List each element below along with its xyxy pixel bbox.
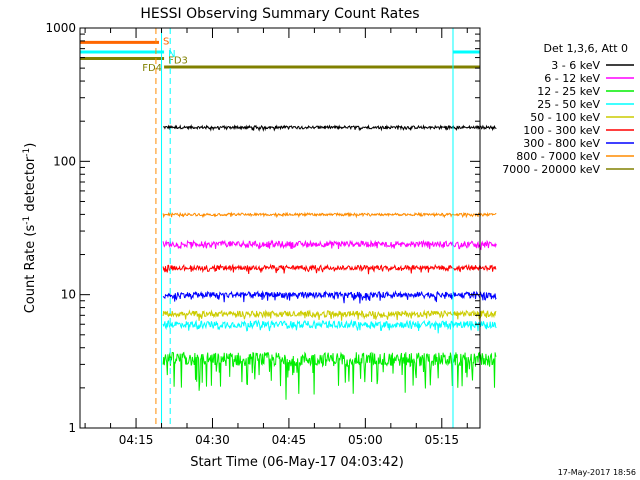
legend-title: Det 1,3,6, Att 0	[544, 42, 628, 55]
legend-entry-25-50-kev: 25 - 50 keV	[537, 98, 634, 111]
footer-timestamp: 17-May-2017 18:56	[558, 468, 636, 477]
y-label-part-2: detector	[23, 156, 38, 216]
legend-entry-50-100-kev: 50 - 100 keV	[530, 111, 634, 124]
legend-label: 50 - 100 keV	[530, 111, 600, 124]
legend-label: 25 - 50 keV	[537, 98, 600, 111]
legend-entry-6-12-kev: 6 - 12 keV	[544, 72, 634, 85]
plot-frame	[79, 27, 481, 429]
legend-entry-300-800-kev: 300 - 800 keV	[523, 137, 634, 150]
marker-layer	[79, 28, 454, 428]
legend-label: 12 - 25 keV	[537, 85, 600, 98]
series-100-300-kev	[162, 263, 497, 275]
legend-label: 300 - 800 keV	[523, 137, 600, 150]
series-12-25-kev	[162, 351, 497, 400]
x-axis-label: Start Time (06-May-17 04:03:42)	[190, 455, 404, 470]
series-3-6-kev	[163, 124, 497, 133]
y-label-sup-2: -1	[22, 148, 32, 157]
y-tick-label: 1000	[45, 21, 76, 35]
x-tick-label: 04:45	[272, 433, 307, 447]
flag-label-n: N	[168, 49, 175, 60]
legend-label: 800 - 7000 keV	[516, 150, 600, 163]
x-tick-label: 05:15	[424, 433, 459, 447]
series-800-7000-kev	[162, 211, 497, 219]
legend-label: 3 - 6 keV	[551, 59, 600, 72]
legend-label: 100 - 300 keV	[523, 124, 600, 137]
x-axis: 04:15 04:30 04:45 05:00 05:15	[84, 28, 468, 447]
legend-entry-800-7000-kev: 800 - 7000 keV	[516, 150, 634, 163]
series-layer	[162, 124, 497, 400]
y-axis-label: Count Rate (s-1 detector-1)	[22, 143, 38, 314]
legend-label: 7000 - 20000 keV	[502, 163, 600, 176]
legend-label: 6 - 12 keV	[544, 72, 600, 85]
series-50-100-kev	[162, 309, 497, 321]
legend-entry-100-300-kev: 100 - 300 keV	[523, 124, 634, 137]
flag-label-fd3: FD3	[168, 56, 188, 67]
x-tick-label: 04:30	[195, 433, 230, 447]
legend-entry-3-6-kev: 3 - 6 keV	[551, 59, 634, 72]
flag-label-fd4: FD4	[142, 63, 162, 74]
y-label-part-3: )	[23, 143, 38, 148]
y-tick-label: 100	[53, 154, 76, 168]
chart-title: HESSI Observing Summary Count Rates	[140, 6, 419, 22]
y-label-sup-1: -1	[22, 216, 32, 225]
x-tick-label: 04:15	[119, 433, 154, 447]
y-axis: 1 10 100 1000	[45, 21, 480, 435]
legend-entry-7000-20000-kev: 7000 - 20000 keV	[502, 163, 634, 176]
y-label-part-1: Count Rate (s	[23, 225, 38, 314]
series-25-50-kev	[162, 319, 497, 334]
flag-label-s: S	[163, 36, 169, 47]
y-tick-label: 1	[68, 421, 76, 435]
series-6-12-kev	[162, 239, 497, 251]
series-300-800-kev	[162, 290, 497, 304]
legend-entry-12-25-kev: 12 - 25 keV	[537, 85, 634, 98]
y-tick-label: 10	[61, 288, 76, 302]
x-tick-label: 05:00	[348, 433, 383, 447]
